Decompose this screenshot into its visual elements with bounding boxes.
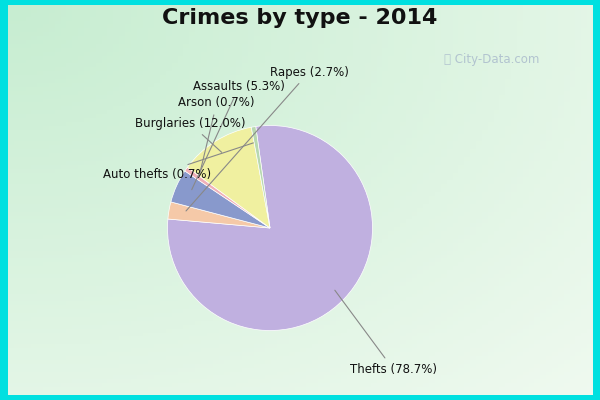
Text: Assaults (5.3%): Assaults (5.3%) bbox=[192, 80, 285, 190]
Text: Auto thefts (0.7%): Auto thefts (0.7%) bbox=[103, 143, 253, 181]
Wedge shape bbox=[187, 127, 270, 228]
Wedge shape bbox=[171, 171, 270, 228]
Text: ⓘ City-Data.com: ⓘ City-Data.com bbox=[445, 54, 539, 66]
Text: Burglaries (12.0%): Burglaries (12.0%) bbox=[135, 117, 245, 152]
Text: Thefts (78.7%): Thefts (78.7%) bbox=[335, 290, 437, 376]
Wedge shape bbox=[168, 202, 270, 228]
Text: Crimes by type - 2014: Crimes by type - 2014 bbox=[163, 8, 437, 28]
Wedge shape bbox=[167, 126, 373, 330]
Wedge shape bbox=[251, 126, 270, 228]
Text: Arson (0.7%): Arson (0.7%) bbox=[178, 96, 255, 175]
Wedge shape bbox=[185, 167, 270, 228]
Text: Rapes (2.7%): Rapes (2.7%) bbox=[186, 66, 349, 211]
